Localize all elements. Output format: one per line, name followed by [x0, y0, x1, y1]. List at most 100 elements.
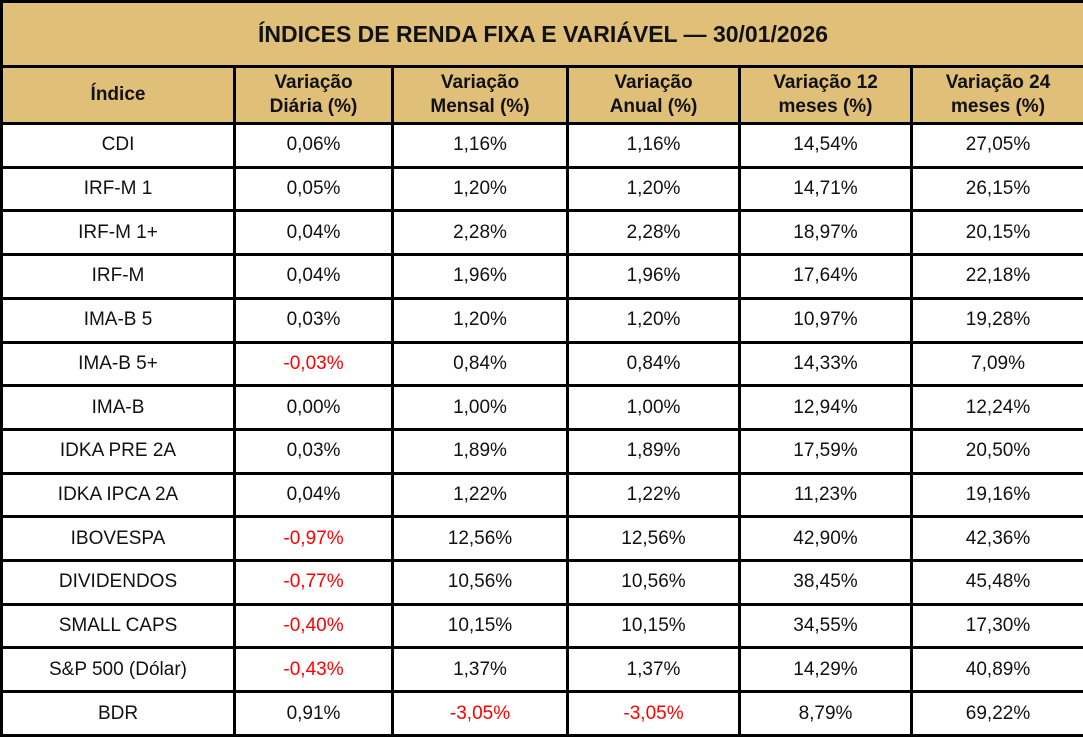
column-header-12-months: Variação 12 meses (%): [738, 65, 913, 125]
cell-daily: 0,06%: [233, 122, 394, 169]
table-row: IRF-M 0,04% 1,96% 1,96% 17,64% 22,18%: [0, 253, 1083, 300]
cell-monthly: 10,15%: [391, 602, 569, 650]
column-header-label: Variação 12: [773, 72, 878, 93]
cell-annual: -3,05%: [566, 690, 741, 737]
cell-index: DIVIDENDOS: [0, 559, 236, 606]
table-row: IMA-B 5+ -0,03% 0,84% 0,84% 14,33% 7,09%: [0, 340, 1083, 388]
cell-monthly: 1,16%: [391, 122, 569, 169]
cell-monthly: 1,22%: [391, 471, 569, 519]
cell-12-months: 42,90%: [738, 515, 913, 563]
table-row: IDKA PRE 2A 0,03% 1,89% 1,89% 17,59% 20,50%: [0, 427, 1083, 475]
cell-24-months: 20,50%: [909, 427, 1083, 475]
cell-index: IDKA IPCA 2A: [0, 471, 236, 519]
cell-annual: 1,16%: [566, 122, 741, 169]
cell-daily: 0,04%: [233, 471, 394, 519]
cell-annual: 1,20%: [566, 296, 741, 344]
cell-monthly: 1,20%: [391, 165, 569, 213]
column-header-24-months: Variação 24 meses (%): [909, 65, 1083, 125]
header-row: Índice Variação Diária (%) Variação Mensal…: [0, 65, 1083, 125]
cell-annual: 12,56%: [566, 515, 741, 563]
cell-daily: 0,03%: [233, 296, 394, 344]
title-row: ÍNDICES DE RENDA FIXA E VARIÁVEL — 30/01…: [0, 0, 1083, 68]
cell-24-months: 22,18%: [909, 253, 1083, 300]
cell-daily: -0,43%: [233, 646, 394, 694]
cell-index: IMA-B 5: [0, 296, 236, 344]
cell-24-months: 7,09%: [909, 340, 1083, 388]
cell-daily: -0,97%: [233, 515, 394, 563]
cell-annual: 1,00%: [566, 384, 741, 431]
cell-annual: 1,20%: [566, 165, 741, 213]
cell-annual: 1,96%: [566, 253, 741, 300]
table-row: CDI 0,06% 1,16% 1,16% 14,54% 27,05%: [0, 122, 1083, 169]
cell-24-months: 26,15%: [909, 165, 1083, 213]
table-row: IRF-M 1 0,05% 1,20% 1,20% 14,71% 26,15%: [0, 165, 1083, 213]
column-header-label: meses (%): [778, 96, 873, 117]
table-row: IDKA IPCA 2A 0,04% 1,22% 1,22% 11,23% 19,16%: [0, 471, 1083, 519]
cell-24-months: 69,22%: [909, 690, 1083, 737]
cell-index: IDKA PRE 2A: [0, 427, 236, 475]
column-header-daily: Variação Diária (%): [233, 65, 394, 125]
cell-24-months: 19,28%: [909, 296, 1083, 344]
cell-24-months: 20,15%: [909, 209, 1083, 257]
column-header-index: Índice: [0, 65, 236, 125]
column-header-monthly: Variação Mensal (%): [391, 65, 569, 125]
cell-daily: -0,77%: [233, 559, 394, 606]
cell-index: CDI: [0, 122, 236, 169]
column-header-label: Anual (%): [609, 96, 698, 117]
cell-24-months: 27,05%: [909, 122, 1083, 169]
table-row: IRF-M 1+ 0,04% 2,28% 2,28% 18,97% 20,15%: [0, 209, 1083, 257]
cell-monthly: 2,28%: [391, 209, 569, 257]
cell-monthly: 1,37%: [391, 646, 569, 694]
cell-index: IBOVESPA: [0, 515, 236, 563]
cell-index: BDR: [0, 690, 236, 737]
table-row: DIVIDENDOS -0,77% 10,56% 10,56% 38,45% 45,48%: [0, 559, 1083, 606]
cell-index: IRF-M 1+: [0, 209, 236, 257]
cell-12-months: 8,79%: [738, 690, 913, 737]
cell-monthly: 1,96%: [391, 253, 569, 300]
cell-monthly: 10,56%: [391, 559, 569, 606]
cell-12-months: 14,29%: [738, 646, 913, 694]
table-row: SMALL CAPS -0,40% 10,15% 10,15% 34,55% 17,30%: [0, 602, 1083, 650]
table-row: BDR 0,91% -3,05% -3,05% 8,79% 69,22%: [0, 690, 1083, 737]
cell-24-months: 45,48%: [909, 559, 1083, 606]
cell-12-months: 14,54%: [738, 122, 913, 169]
cell-annual: 1,22%: [566, 471, 741, 519]
cell-daily: -0,03%: [233, 340, 394, 388]
cell-monthly: 1,20%: [391, 296, 569, 344]
cell-daily: 0,03%: [233, 427, 394, 475]
cell-index: SMALL CAPS: [0, 602, 236, 650]
cell-12-months: 11,23%: [738, 471, 913, 519]
cell-monthly: 1,00%: [391, 384, 569, 431]
cell-12-months: 34,55%: [738, 602, 913, 650]
cell-monthly: 12,56%: [391, 515, 569, 563]
cell-annual: 0,84%: [566, 340, 741, 388]
cell-12-months: 38,45%: [738, 559, 913, 606]
cell-index: IMA-B 5+: [0, 340, 236, 388]
cell-annual: 2,28%: [566, 209, 741, 257]
cell-annual: 10,56%: [566, 559, 741, 606]
cell-daily: 0,04%: [233, 209, 394, 257]
cell-12-months: 18,97%: [738, 209, 913, 257]
cell-daily: -0,40%: [233, 602, 394, 650]
table-body: CDI 0,06% 1,16% 1,16% 14,54% 27,05% IRF-M 1 0,…: [0, 122, 1083, 737]
cell-12-months: 10,97%: [738, 296, 913, 344]
cell-annual: 1,89%: [566, 427, 741, 475]
table-row: IMA-B 0,00% 1,00% 1,00% 12,94% 12,24%: [0, 384, 1083, 431]
cell-annual: 1,37%: [566, 646, 741, 694]
cell-index: IRF-M: [0, 253, 236, 300]
column-header-label: Índice: [90, 84, 146, 105]
cell-annual: 10,15%: [566, 602, 741, 650]
column-header-label: Variação: [440, 72, 520, 93]
table-row: IBOVESPA -0,97% 12,56% 12,56% 42,90% 42,36%: [0, 515, 1083, 563]
table-title: ÍNDICES DE RENDA FIXA E VARIÁVEL — 30/01…: [0, 0, 1083, 68]
cell-24-months: 12,24%: [909, 384, 1083, 431]
column-header-label: Variação: [274, 72, 353, 93]
cell-monthly: -3,05%: [391, 690, 569, 737]
cell-12-months: 12,94%: [738, 384, 913, 431]
cell-monthly: 0,84%: [391, 340, 569, 388]
cell-index: S&P 500 (Dólar): [0, 646, 236, 694]
column-header-label: Variação: [614, 72, 693, 93]
cell-12-months: 17,64%: [738, 253, 913, 300]
cell-daily: 0,00%: [233, 384, 394, 431]
